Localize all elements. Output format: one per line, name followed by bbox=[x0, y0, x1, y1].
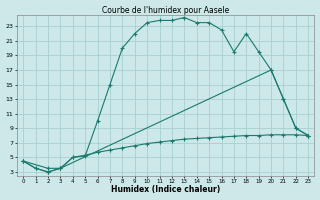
X-axis label: Humidex (Indice chaleur): Humidex (Indice chaleur) bbox=[111, 185, 220, 194]
Title: Courbe de l'humidex pour Aasele: Courbe de l'humidex pour Aasele bbox=[102, 6, 229, 15]
